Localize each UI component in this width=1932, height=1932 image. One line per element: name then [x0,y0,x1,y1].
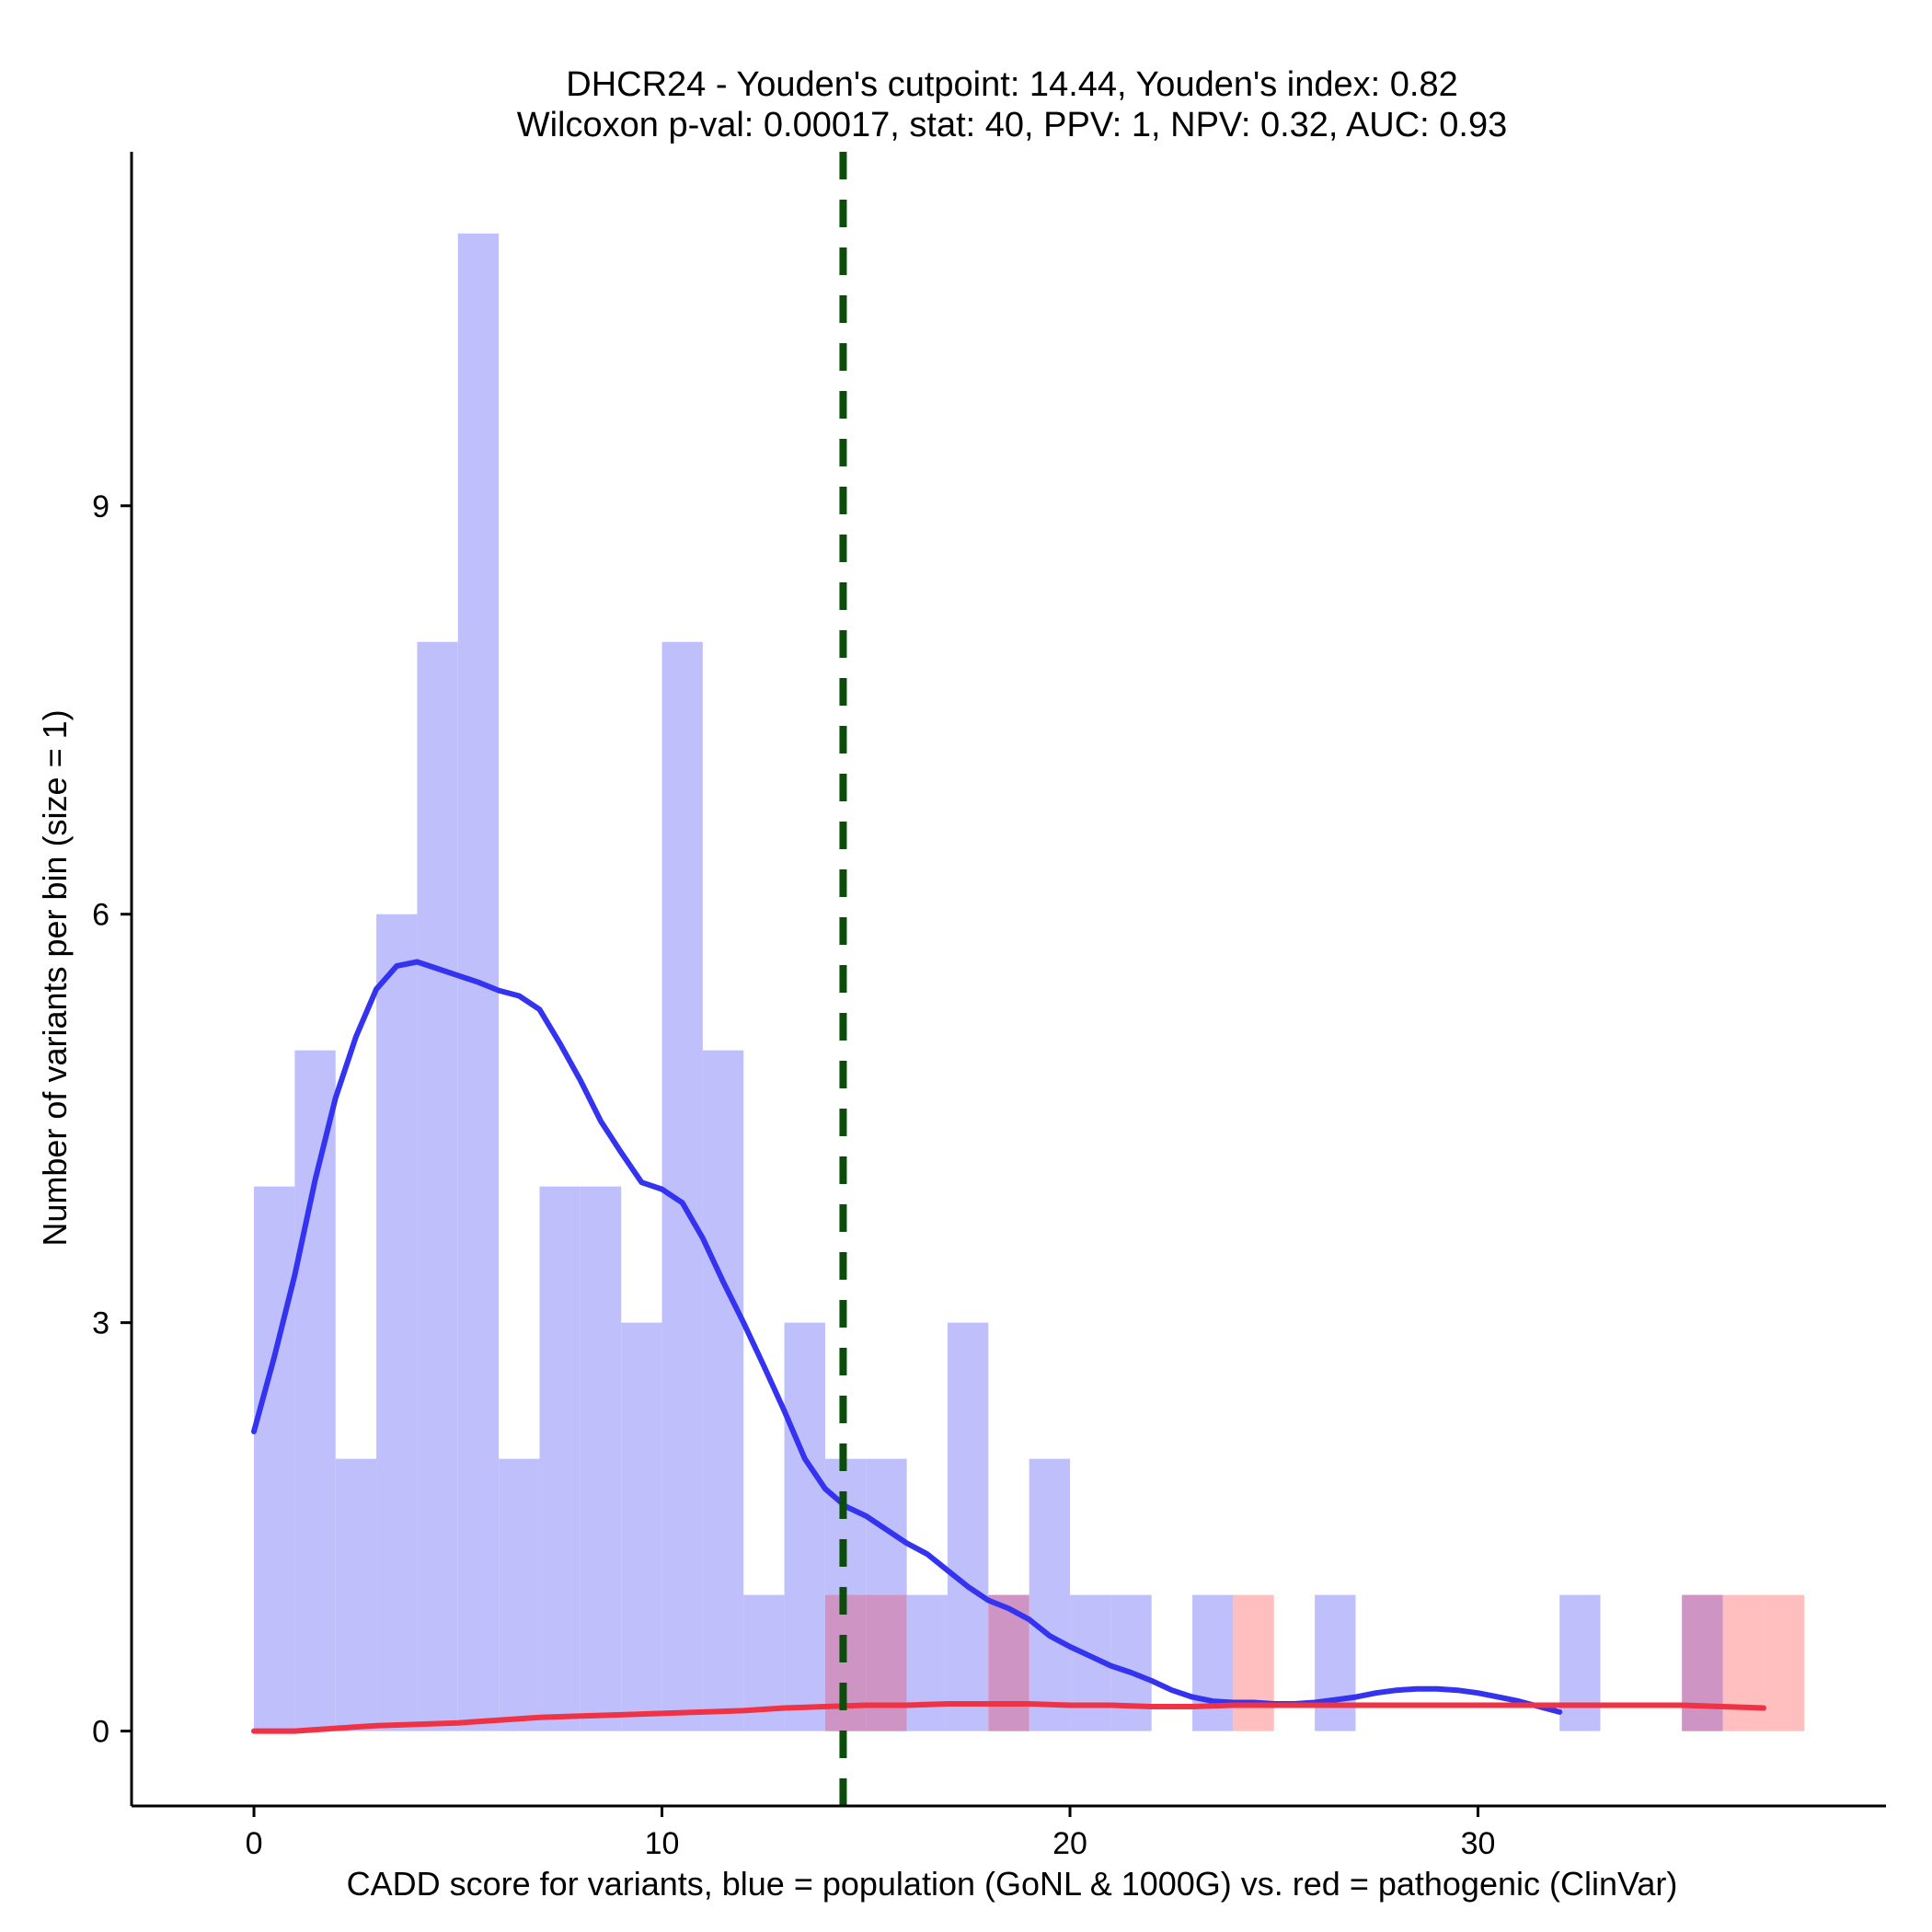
y-tick-label: 3 [92,1306,109,1341]
population-bar [1559,1594,1601,1731]
population-bar [335,1458,377,1731]
population-bar [254,1186,295,1731]
population-bar [947,1322,989,1731]
y-axis-ticks: 0 3 6 9 [92,489,132,1750]
population-bar [906,1594,948,1731]
population-bar [621,1322,662,1731]
population-bars [254,233,1723,1731]
x-tick-label: 30 [1461,1826,1496,1861]
population-bar [499,1458,540,1731]
y-axis-label: Number of variants per bin (size = 1) [36,709,74,1246]
population-bar [784,1322,825,1731]
overlap-bar [824,1594,867,1731]
population-bar [661,641,703,1731]
x-tick-label: 0 [246,1826,263,1861]
y-tick-label: 0 [92,1715,109,1750]
pathogenic-density-line [251,1701,1766,1734]
population-bar [1029,1458,1071,1731]
population-bar [580,1186,622,1731]
population-bar [1315,1594,1356,1731]
x-axis-ticks: 0 10 20 30 [246,1806,1496,1861]
x-tick-label: 20 [1052,1826,1087,1861]
population-bar [539,1186,581,1731]
population-bar [702,1050,744,1731]
population-bar [417,641,458,1731]
chart-title-line1: DHCR24 - Youden's cutpoint: 14.44, Youde… [566,65,1457,104]
x-axis-label: CADD score for variants, blue = populati… [347,1865,1678,1903]
population-bar [294,1050,336,1731]
population-bar [1192,1594,1234,1731]
x-tick-label: 10 [645,1826,680,1861]
pathogenic-bar [1722,1594,1764,1731]
overlap-bar [1682,1594,1723,1731]
population-bar [1110,1594,1152,1731]
chart-title-line2: Wilcoxon p-val: 0.00017, stat: 40, PPV: … [517,106,1508,144]
overlap-bar [866,1594,907,1731]
population-density-line [251,959,1563,1715]
population-bar [376,914,418,1731]
pathogenic-bar [1763,1594,1805,1731]
y-tick-label: 9 [92,489,109,524]
pathogenic-bar [1233,1594,1274,1731]
y-tick-label: 6 [92,898,109,933]
